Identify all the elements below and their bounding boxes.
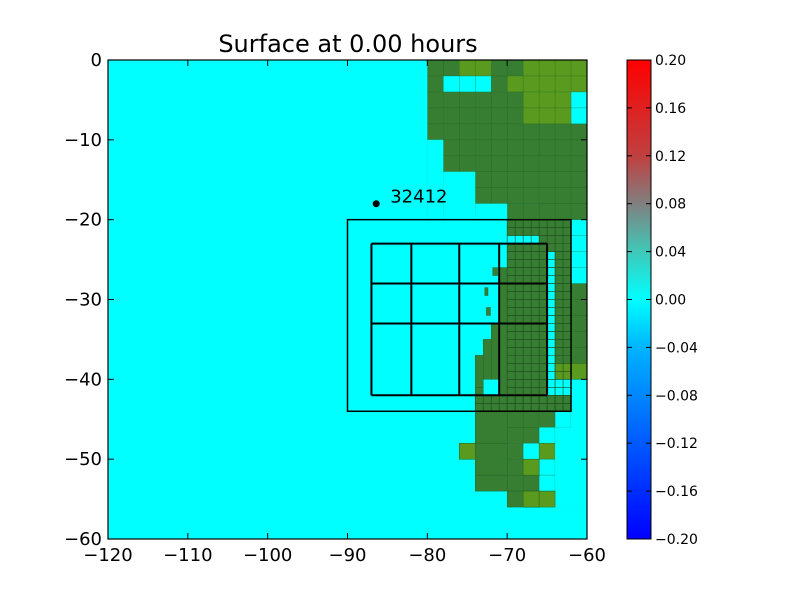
colorbar-tick-label: 0.12: [655, 149, 686, 165]
y-tick-label: −10: [64, 130, 102, 151]
colorbar-tick-label: 0.20: [655, 53, 686, 69]
amr-level2-box: [346, 218, 572, 413]
land-cell-light: [538, 490, 556, 508]
x-tick-label: −110: [163, 545, 212, 566]
y-tick-label: −20: [64, 210, 102, 231]
colorbar: 0.20 0.16 0.12 0.08 0.04 0.00 −0.04 −0.08 −0.12 −…: [626, 53, 698, 548]
land-cell: [498, 267, 508, 396]
colorbar-tick-label: −0.16: [655, 484, 698, 500]
colorbar-ticks: 0.20 0.16 0.12 0.08 0.04 0.00 −0.04 −0.08 −0.12 −…: [627, 53, 698, 548]
water-mask: [539, 507, 587, 539]
chart-title: Surface at 0.00 hours: [218, 30, 477, 58]
colorbar-tick-label: −0.12: [655, 436, 698, 452]
colorbar-tick-label: 0.04: [655, 245, 686, 261]
land-cell-light: [459, 443, 476, 460]
gauge-dot: [372, 200, 380, 208]
colorbar-tick-label: −0.04: [655, 340, 698, 356]
land-cell-light: [539, 443, 556, 460]
y-tick-label: −30: [64, 290, 102, 311]
y-tick-label: −50: [64, 449, 102, 470]
land-cell: [484, 287, 489, 296]
water-mask: [459, 491, 476, 539]
land-cell: [475, 355, 484, 388]
x-tick-label: −70: [488, 545, 526, 566]
colorbar-tick-label: 0.00: [655, 293, 686, 309]
plot-area: [108, 60, 587, 539]
x-tick-label: −120: [83, 545, 132, 566]
land-cell: [492, 267, 498, 276]
colorbar-tick-label: 0.16: [655, 101, 686, 117]
water-mask: [475, 491, 508, 539]
y-tick-label: −40: [64, 369, 102, 390]
x-axis: −120 −110 −100 −90 −80 −70 −60: [83, 60, 606, 566]
land-cell: [539, 411, 556, 428]
colorbar-tick-label: 0.08: [655, 197, 686, 213]
gauge-marker: 32412: [372, 187, 448, 208]
y-tick-label: 0: [91, 50, 102, 71]
y-axis: 0 −10 −20 −30 −40 −50 −60: [64, 50, 587, 550]
amr-regions: [346, 218, 572, 413]
land-cell: [475, 474, 508, 492]
land-cell: [475, 411, 508, 444]
gauge-label: 32412: [390, 187, 447, 208]
x-tick-label: −80: [408, 545, 446, 566]
land-cell: [486, 307, 491, 316]
water-mask: [347, 411, 476, 539]
x-tick-label: −90: [329, 545, 367, 566]
land-cell-light: [507, 75, 524, 92]
land-cell: [507, 243, 548, 396]
y-tick-label: −60: [64, 529, 102, 550]
x-tick-label: −60: [568, 545, 606, 566]
land-cell-light: [522, 490, 540, 508]
land-cell: [507, 443, 524, 460]
colorbar-tick-label: −0.20: [655, 532, 698, 548]
x-tick-label: −100: [243, 545, 292, 566]
water-mask: [571, 379, 587, 508]
land-cell-light: [522, 458, 540, 476]
land-cell: [475, 443, 508, 476]
water-mask: [507, 507, 524, 539]
land-cell: [491, 323, 500, 380]
land-cell: [483, 339, 492, 380]
colorbar-tick-label: −0.08: [655, 388, 698, 404]
land-cell-light: [570, 363, 587, 380]
